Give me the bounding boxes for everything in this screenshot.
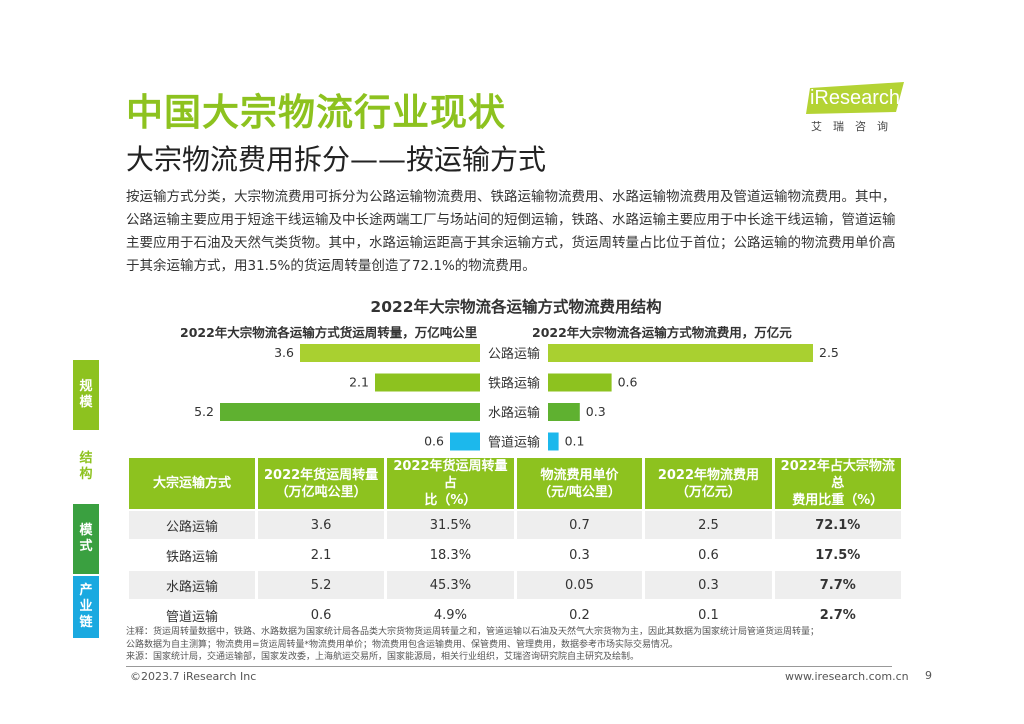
table-cell: 0.6: [258, 599, 385, 629]
notes-block: 注释：货运周转量数据中，铁路、水路数据为国家统计局各品类大宗货物货运周转量之和，…: [126, 626, 906, 664]
left-bar-value-2: 5.2: [194, 404, 214, 419]
table-cell: 2.1: [258, 539, 385, 569]
table-row: 公路运输 3.6 31.5% 0.7 2.5 72.1%: [129, 509, 901, 539]
transport-cost-table: 大宗运输方式 2022年货运周转量 （万亿吨公里） 2022年货运周转量占 比（%） 物流…: [126, 458, 904, 629]
table-header-cell-4: 2022年物流费用 （万亿元）: [645, 458, 772, 509]
left-bar-1: [375, 373, 480, 392]
category-label-1: 铁路运输: [488, 376, 540, 392]
footer-site: www.iresearch.com.cn: [785, 670, 909, 683]
table-cell: 45.3%: [387, 569, 514, 599]
note-line-1: 注释：货运周转量数据中，铁路、水路数据为国家统计局各品类大宗货物货运周转量之和，…: [126, 627, 820, 637]
table-row: 铁路运输 2.1 18.3% 0.3 0.6 17.5%: [129, 539, 901, 569]
table-cell: 3.6: [258, 509, 385, 539]
logo-subtext: 艾瑞咨询: [811, 120, 899, 133]
logo-text: iResearch: [809, 87, 901, 109]
side-tab-1[interactable]: 结构: [73, 432, 99, 502]
table-cell: 72.1%: [774, 509, 901, 539]
source-line: 来源：国家统计局，交通运输部，国家发改委，上海航运交易所，国家能源局，相关行业组…: [126, 652, 640, 662]
footer-divider: [126, 666, 892, 667]
table-cell: 31.5%: [387, 509, 514, 539]
right-bar-value-0: 2.5: [819, 345, 839, 360]
right-bar-2: [548, 403, 580, 421]
left-series-title: 2022年大宗物流各运输方式货运周转量，万亿吨公里: [180, 325, 478, 340]
iresearch-logo: iResearch 艾瑞咨询: [800, 82, 910, 142]
right-bar-value-1: 0.6: [618, 375, 638, 390]
butterfly-bar-chart: 3.6 2.5 公路运输 2.1 0.6 铁路运输 5.2 0.3 水路运输 0.6 0.1 管道运输: [194, 340, 839, 462]
table-header-cell-1: 2022年货运周转量 （万亿吨公里）: [258, 458, 385, 509]
table-cell: 公路运输: [129, 509, 255, 539]
side-tab-3[interactable]: 产业链: [73, 576, 99, 638]
category-label-2: 水路运输: [488, 405, 540, 421]
table-header-row: 大宗运输方式 2022年货运周转量 （万亿吨公里） 2022年货运周转量占 比（%） 物流…: [129, 458, 901, 509]
page-title: 中国大宗物流行业现状: [126, 91, 506, 134]
right-bar-0: [548, 344, 813, 362]
right-bar-value-3: 0.1: [565, 434, 585, 449]
side-tab-0[interactable]: 规模: [73, 360, 99, 430]
table-cell: 7.7%: [774, 569, 901, 599]
table-cell: 管道运输: [129, 599, 255, 629]
table-header-cell-5: 2022年占大宗物流总 费用比重（%）: [774, 458, 901, 509]
right-bar-1: [548, 373, 612, 392]
table-cell: 4.9%: [387, 599, 514, 629]
intro-paragraph: 按运输方式分类，大宗物流费用可拆分为公路运输物流费用、铁路运输物流费用、水路运输…: [126, 189, 896, 274]
page-subtitle: 大宗物流费用拆分——按运输方式: [126, 143, 547, 176]
logo-badge-shape: [806, 82, 904, 114]
table-cell: 2.5: [645, 509, 772, 539]
table-body: 公路运输 3.6 31.5% 0.7 2.5 72.1% 铁路运输 2.1 18.3% 0.3 0.…: [129, 509, 901, 629]
table-cell: 0.3: [516, 539, 643, 569]
note-line-2: 公路数据为自主测算；物流费用=货运周转量*物流费用单价；物流费用包含运输费用、保…: [126, 639, 679, 650]
left-bar-2: [220, 403, 480, 421]
table-cell: 2.7%: [774, 599, 901, 629]
table-header-cell-0: 大宗运输方式: [129, 458, 255, 509]
category-label-panel: [480, 340, 548, 462]
table-cell: 铁路运输: [129, 539, 255, 569]
side-tab-2[interactable]: 模式: [73, 504, 99, 574]
table-cell: 18.3%: [387, 539, 514, 569]
left-bar-value-1: 2.1: [349, 375, 369, 390]
table-header-cell-2: 2022年货运周转量占 比（%）: [387, 458, 514, 509]
table-cell: 0.05: [516, 569, 643, 599]
category-label-3: 管道运输: [488, 435, 540, 451]
table-cell: 17.5%: [774, 539, 901, 569]
left-bar-3: [450, 432, 480, 451]
right-series-title: 2022年大宗物流各运输方式物流费用，万亿元: [532, 325, 792, 340]
footer-copyright: ©2023.7 iResearch Inc: [130, 670, 257, 683]
category-label-0: 公路运输: [488, 346, 540, 362]
left-bar-0: [300, 344, 480, 362]
table-cell: 0.6: [645, 539, 772, 569]
table-header-cell-3: 物流费用单价 （元/吨公里）: [516, 458, 643, 509]
table-cell: 5.2: [258, 569, 385, 599]
table-row: 管道运输 0.6 4.9% 0.2 0.1 2.7%: [129, 599, 901, 629]
table-cell: 0.2: [516, 599, 643, 629]
chart-title: 2022年大宗物流各运输方式物流费用结构: [370, 298, 662, 316]
table-cell: 0.3: [645, 569, 772, 599]
table-cell: 0.7: [516, 509, 643, 539]
right-bar-3: [548, 432, 559, 451]
side-nav-tabs: 规模结构模式产业链: [73, 360, 99, 640]
table-cell: 0.1: [645, 599, 772, 629]
left-bar-value-0: 3.6: [274, 345, 294, 360]
table-row: 水路运输 5.2 45.3% 0.05 0.3 7.7%: [129, 569, 901, 599]
left-bar-value-3: 0.6: [424, 434, 444, 449]
right-bar-value-2: 0.3: [586, 404, 606, 419]
table-cell: 水路运输: [129, 569, 255, 599]
page-number: 9: [925, 669, 932, 682]
